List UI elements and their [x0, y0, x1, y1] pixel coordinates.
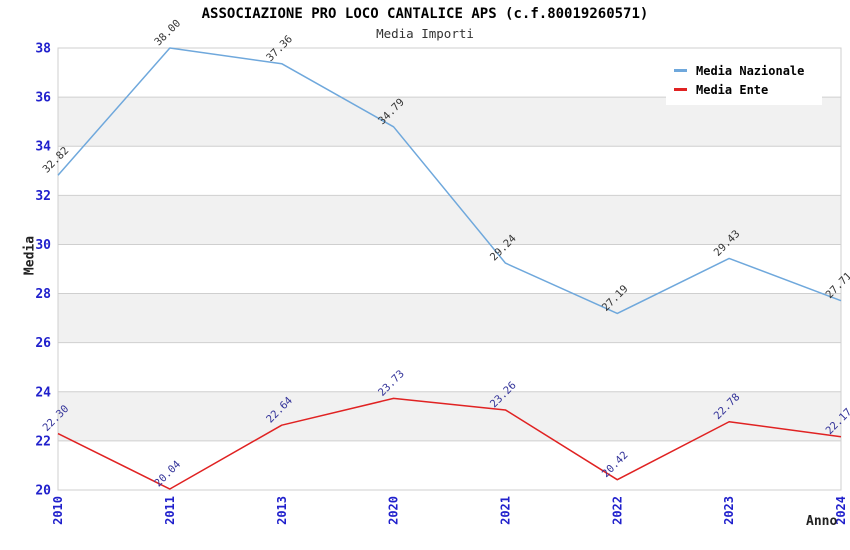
x-tick-label: 2023 — [722, 496, 736, 525]
y-tick-label: 30 — [35, 238, 51, 253]
legend-item-media-nazionale: Media Nazionale — [674, 61, 822, 80]
x-tick-label: 2010 — [51, 496, 65, 525]
legend-label-media-nazionale: Media Nazionale — [696, 63, 805, 78]
y-axis-title: Media — [22, 235, 38, 276]
x-tick-label: 2022 — [610, 496, 624, 525]
x-tick-label: 2011 — [163, 496, 177, 525]
plot-band — [58, 391, 841, 441]
y-tick-label: 36 — [35, 91, 51, 106]
series-line-media-ente — [57, 397, 842, 490]
x-tick-label: 2021 — [499, 496, 513, 525]
chart-title: ASSOCIAZIONE PRO LOCO CANTALICE APS (c.f… — [201, 6, 649, 22]
legend-item-media-ente: Media Ente — [674, 80, 822, 99]
plot-band — [58, 293, 841, 343]
legend-label-media-ente: Media Ente — [696, 82, 769, 97]
plot-band — [58, 97, 841, 147]
legend: Media Nazionale Media Ente — [666, 57, 822, 105]
legend-swatch-media-nazionale — [674, 69, 687, 72]
x-axis-title: Anno — [806, 514, 838, 529]
y-tick-label: 34 — [35, 140, 51, 155]
plot-border — [57, 47, 842, 491]
y-tick-label: 32 — [35, 189, 51, 204]
x-tick-label: 2013 — [275, 496, 289, 525]
plot-band — [58, 195, 841, 245]
y-tick-label: 26 — [35, 336, 51, 351]
y-tick-label: 22 — [35, 434, 51, 449]
x-tick-label: 2024 — [834, 496, 848, 525]
point-label-media-nazionale: 38.00 — [152, 17, 183, 48]
chart-subtitle: Media Importi — [376, 26, 474, 41]
legend-swatch-media-ente — [674, 88, 687, 91]
y-tick-label: 20 — [35, 484, 51, 499]
y-tick-label: 28 — [35, 287, 51, 302]
y-tick-label: 38 — [35, 42, 51, 57]
point-label-media-nazionale: 37.36 — [264, 33, 295, 64]
series-line-media-nazionale — [57, 47, 842, 315]
x-tick-label: 2020 — [387, 496, 401, 525]
y-tick-label: 24 — [35, 385, 51, 400]
